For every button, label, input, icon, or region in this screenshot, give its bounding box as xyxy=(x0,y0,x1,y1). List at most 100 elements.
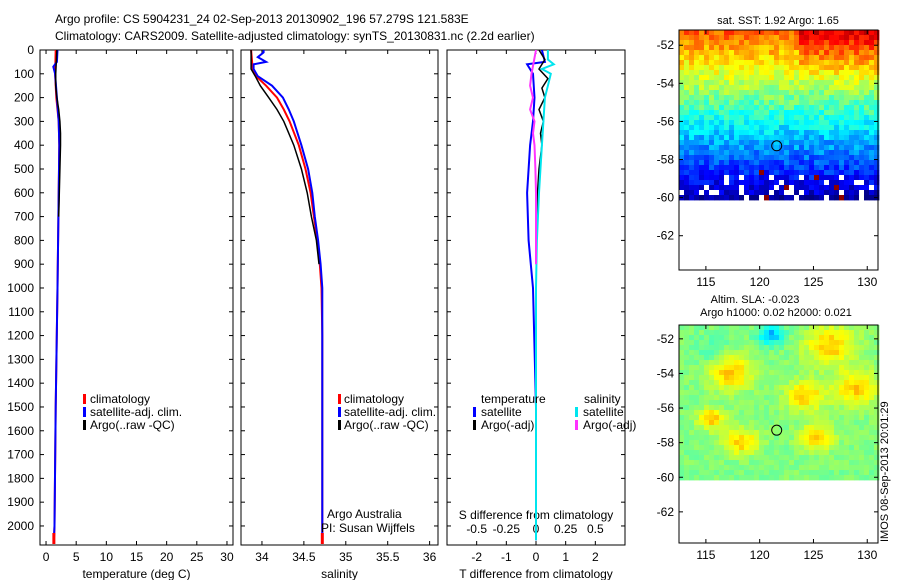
map-cell xyxy=(684,400,690,406)
map-cell xyxy=(789,410,795,416)
map-cell xyxy=(849,190,855,196)
map-cell xyxy=(689,100,695,106)
map-cell xyxy=(859,155,865,161)
map-cell xyxy=(729,75,735,81)
map-cell xyxy=(839,115,845,121)
map-cell xyxy=(799,170,805,176)
map-cell xyxy=(774,460,780,466)
map-cell xyxy=(864,45,870,51)
map-cell xyxy=(864,400,870,406)
map-cell xyxy=(844,110,850,116)
map-cell xyxy=(759,180,765,186)
map-cell xyxy=(759,65,765,71)
map-cell xyxy=(844,350,850,356)
map-cell xyxy=(749,105,755,111)
map-cell xyxy=(849,160,855,166)
map-cell xyxy=(779,355,785,361)
map-cell xyxy=(709,35,715,41)
map-cell xyxy=(804,400,810,406)
map-cell xyxy=(704,330,710,336)
map-cell xyxy=(734,345,740,351)
map-cell xyxy=(709,405,715,411)
map-cell xyxy=(694,375,700,381)
map-cell xyxy=(819,470,825,476)
map-cell xyxy=(844,180,850,186)
map-cell xyxy=(724,190,730,196)
map-cell xyxy=(734,335,740,341)
map-cell xyxy=(759,195,765,201)
map-cell xyxy=(679,65,685,71)
map-cell xyxy=(704,355,710,361)
map-cell xyxy=(834,335,840,341)
map-cell xyxy=(714,165,720,171)
map-cell xyxy=(814,460,820,466)
map-cell xyxy=(789,160,795,166)
map-cell xyxy=(869,445,875,451)
map-cell xyxy=(749,175,755,181)
map-cell xyxy=(714,155,720,161)
map-cell xyxy=(694,470,700,476)
figure-title-line1: Argo profile: CS 5904231_24 02-Sep-2013 … xyxy=(55,12,469,26)
map-cell xyxy=(814,105,820,111)
map-cell xyxy=(869,165,875,171)
map-cell xyxy=(694,55,700,61)
map-cell xyxy=(834,350,840,356)
map-cell xyxy=(874,350,880,356)
map-cell xyxy=(744,405,750,411)
map-cell xyxy=(709,155,715,161)
map-cell xyxy=(729,135,735,141)
map-cell xyxy=(734,470,740,476)
map-cell xyxy=(859,450,865,456)
figure-title-line2: Climatology: CARS2009. Satellite-adjuste… xyxy=(55,29,535,43)
map-cell xyxy=(864,455,870,461)
map-cell xyxy=(839,395,845,401)
map-cell xyxy=(709,140,715,146)
map-cell xyxy=(839,385,845,391)
map-cell xyxy=(709,130,715,136)
map-cell xyxy=(774,170,780,176)
map-cell xyxy=(689,325,695,331)
map-cell xyxy=(679,415,685,421)
map-cell xyxy=(869,435,875,441)
map-cell xyxy=(709,120,715,126)
map-cell xyxy=(789,340,795,346)
map-cell xyxy=(824,115,830,121)
map-cell xyxy=(694,150,700,156)
map-cell xyxy=(719,110,725,116)
map-cell xyxy=(854,350,860,356)
map-cell xyxy=(774,430,780,436)
map-cell xyxy=(749,425,755,431)
map-cell xyxy=(829,130,835,136)
map-cell xyxy=(769,75,775,81)
map-cell xyxy=(794,360,800,366)
map-cell xyxy=(729,325,735,331)
map-cell xyxy=(799,375,805,381)
map-cell xyxy=(874,470,880,476)
map-cell xyxy=(689,350,695,356)
map-cell xyxy=(864,90,870,96)
map-cell xyxy=(759,470,765,476)
map-cell xyxy=(704,420,710,426)
map-cell xyxy=(854,195,860,201)
map-cell xyxy=(684,385,690,391)
map-cell xyxy=(844,155,850,161)
map-cell xyxy=(859,430,865,436)
map-cell xyxy=(749,100,755,106)
map-cell xyxy=(784,90,790,96)
map-cell xyxy=(809,85,815,91)
map-cell xyxy=(679,130,685,136)
map-cell xyxy=(844,430,850,436)
x-tick-label: 35.5 xyxy=(376,550,400,564)
map-cell xyxy=(849,420,855,426)
map-cell xyxy=(789,445,795,451)
map-cell xyxy=(714,330,720,336)
map-cell xyxy=(749,180,755,186)
map-cell xyxy=(754,165,760,171)
map-cell xyxy=(764,365,770,371)
map-cell xyxy=(749,40,755,46)
map-cell xyxy=(789,335,795,341)
map-cell xyxy=(829,85,835,91)
map-cell xyxy=(699,95,705,101)
map-cell xyxy=(689,115,695,121)
